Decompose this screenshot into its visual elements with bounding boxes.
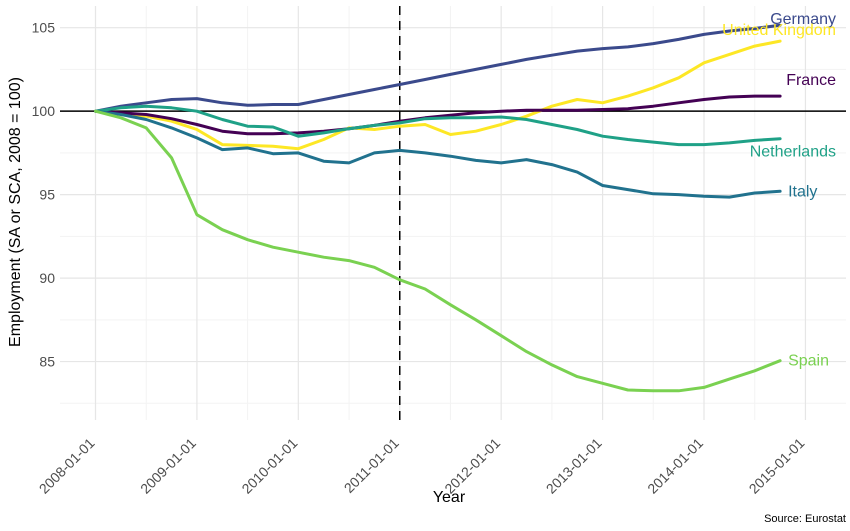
- series-label-netherlands: Netherlands: [750, 144, 836, 161]
- series-label-spain: Spain: [788, 353, 829, 370]
- source-note: Source: Eurostat: [764, 513, 846, 525]
- y-tick-label: 90: [39, 270, 55, 286]
- series-line-france: [94, 94, 782, 136]
- y-tick-label: 105: [32, 20, 56, 36]
- series-lines: [94, 23, 782, 393]
- x-tick-label: 2013-01-01: [543, 435, 605, 497]
- x-axis-ticks: 2008-01-01 2009-01-01 2010-01-01 2011-01-01…: [36, 435, 808, 497]
- series-line-united-kingdom: [94, 39, 782, 151]
- minor-gridlines: [60, 6, 846, 420]
- series-label-germany: Germany: [770, 11, 836, 28]
- x-tick-label: 2011-01-01: [341, 435, 402, 496]
- y-axis-ticks: 85 90 95 100 105: [32, 20, 56, 370]
- y-tick-label: 95: [39, 187, 55, 203]
- series-label-italy: Italy: [788, 183, 817, 200]
- major-gridlines: [60, 6, 846, 420]
- x-tick-label: 2015-01-01: [746, 435, 808, 497]
- x-tick-label: 2012-01-01: [441, 435, 503, 497]
- series-label-united-kingdom: United Kingdom: [722, 22, 836, 39]
- y-tick-label: 85: [39, 354, 55, 370]
- series-line-netherlands: [94, 104, 782, 147]
- series-line-spain: [94, 109, 782, 393]
- series-line-italy: [94, 109, 782, 199]
- series-line-germany: [94, 23, 782, 113]
- x-tick-label: 2014-01-01: [644, 435, 706, 497]
- y-tick-label: 100: [32, 103, 56, 119]
- reference-lines: [60, 6, 846, 420]
- x-tick-label: 2010-01-01: [238, 435, 300, 497]
- series-label-france: France: [786, 72, 836, 89]
- x-axis-title: Year: [433, 489, 466, 506]
- x-tick-label: 2008-01-01: [36, 435, 98, 497]
- y-axis-title: Employment (SA or SCA, 2008 = 100): [7, 77, 24, 347]
- x-tick-label: 2009-01-01: [137, 435, 199, 497]
